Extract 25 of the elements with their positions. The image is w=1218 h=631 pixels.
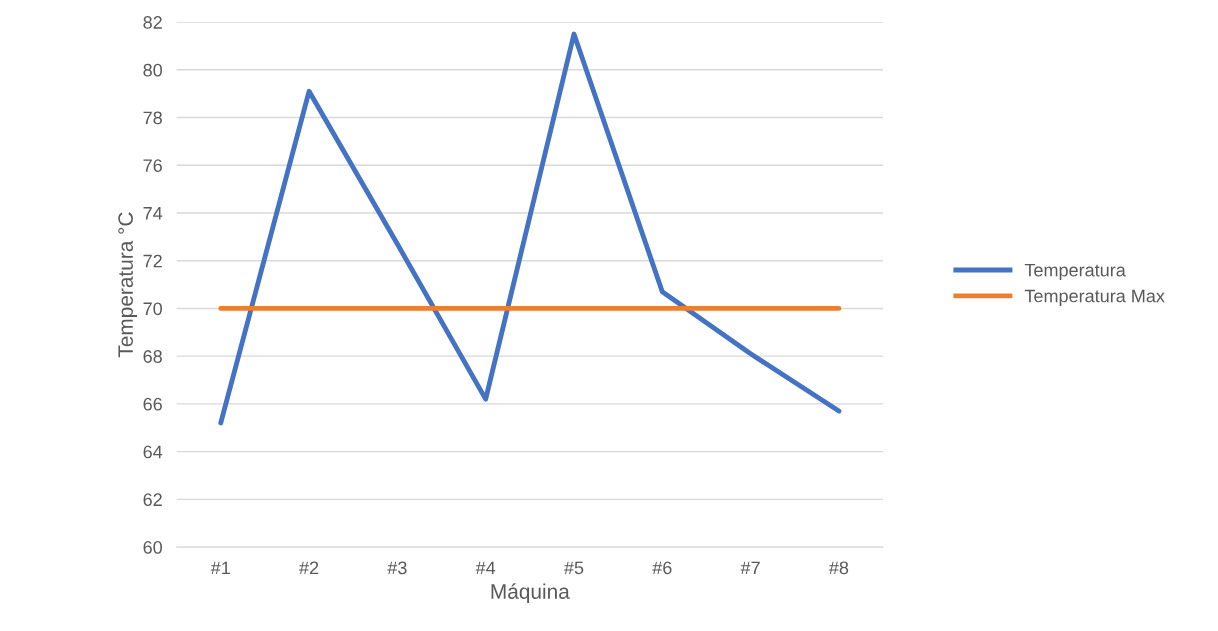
x-tick-label: #6 [652, 561, 672, 575]
legend-label: Temperatura Max [1024, 289, 1165, 306]
y-tick-label: 64 [143, 445, 163, 459]
y-tick-label: 78 [143, 111, 162, 125]
y-tick-label: 60 [143, 541, 163, 554]
y-axis-title: Temperatura °C [118, 212, 138, 358]
y-tick-label: 80 [143, 63, 163, 77]
x-tick-label: #8 [828, 561, 849, 575]
x-tick-label: #1 [210, 561, 230, 575]
y-tick-label: 74 [143, 207, 163, 220]
x-tick-label: #5 [564, 561, 584, 575]
x-axis-title: Máquina [491, 583, 570, 604]
x-tick-label: #3 [387, 561, 407, 575]
x-tick-label: #7 [740, 561, 760, 575]
y-tick-label: 70 [143, 302, 163, 316]
y-tick-label: 82 [143, 16, 162, 29]
y-tick-label: 72 [143, 254, 162, 268]
y-tick-label: 66 [143, 397, 162, 411]
y-tick-label: 62 [143, 493, 162, 507]
y-tick-label: 68 [143, 350, 162, 363]
y-tick-label: 76 [143, 159, 162, 172]
x-tick-label: #4 [475, 561, 496, 575]
x-tick-label: #2 [299, 561, 319, 575]
line-series [218, 31, 842, 426]
legend-label: Temperatura [1024, 263, 1126, 281]
